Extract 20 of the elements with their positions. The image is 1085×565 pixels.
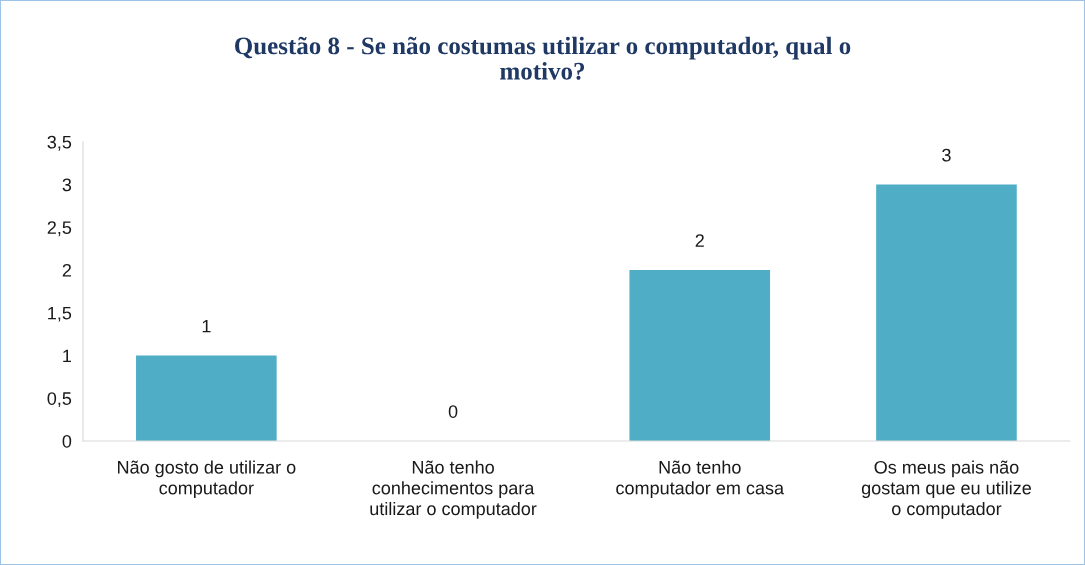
y-tick-label: 2 [62, 263, 71, 277]
bar [629, 270, 771, 441]
x-tick-label: Não tenho conhecimentos para utilizar o computador [370, 460, 537, 519]
x-tick-label: Não tenho computador em casa [616, 460, 785, 499]
data-label: 3 [942, 148, 951, 162]
data-label: 1 [202, 319, 211, 333]
y-tick-label: 0 [62, 434, 72, 448]
y-tick-label: 2,5 [47, 221, 72, 237]
x-tick-label: Os meus pais não gostam que eu utilize o computador [861, 460, 1031, 519]
chart-title: Questão 8 - Se não costumas utilizar o computador, qual o motivo? [235, 36, 851, 80]
y-tick-label: 3 [62, 178, 72, 192]
data-label: 2 [695, 234, 704, 247]
x-tick-label: Não gosto de utilizar o computador [118, 460, 296, 499]
y-tick-label: 0,5 [47, 392, 72, 408]
y-tick-label: 3,5 [47, 135, 72, 151]
data-label: 0 [448, 405, 458, 418]
bar [136, 355, 277, 441]
bar [876, 184, 1017, 441]
y-tick-label: 1,5 [48, 306, 72, 322]
y-tick-label: 1 [63, 349, 72, 363]
